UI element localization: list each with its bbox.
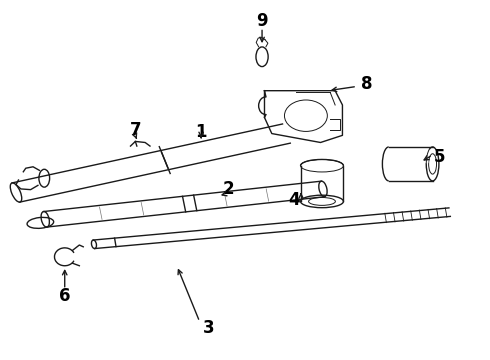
- Text: 5: 5: [434, 148, 445, 166]
- Text: 9: 9: [256, 12, 268, 30]
- Text: 2: 2: [222, 180, 234, 198]
- Text: 4: 4: [288, 191, 299, 209]
- Text: 1: 1: [196, 123, 207, 141]
- Text: 6: 6: [59, 287, 71, 305]
- Text: 3: 3: [203, 319, 214, 337]
- Text: 8: 8: [361, 75, 372, 93]
- Text: 7: 7: [129, 121, 141, 139]
